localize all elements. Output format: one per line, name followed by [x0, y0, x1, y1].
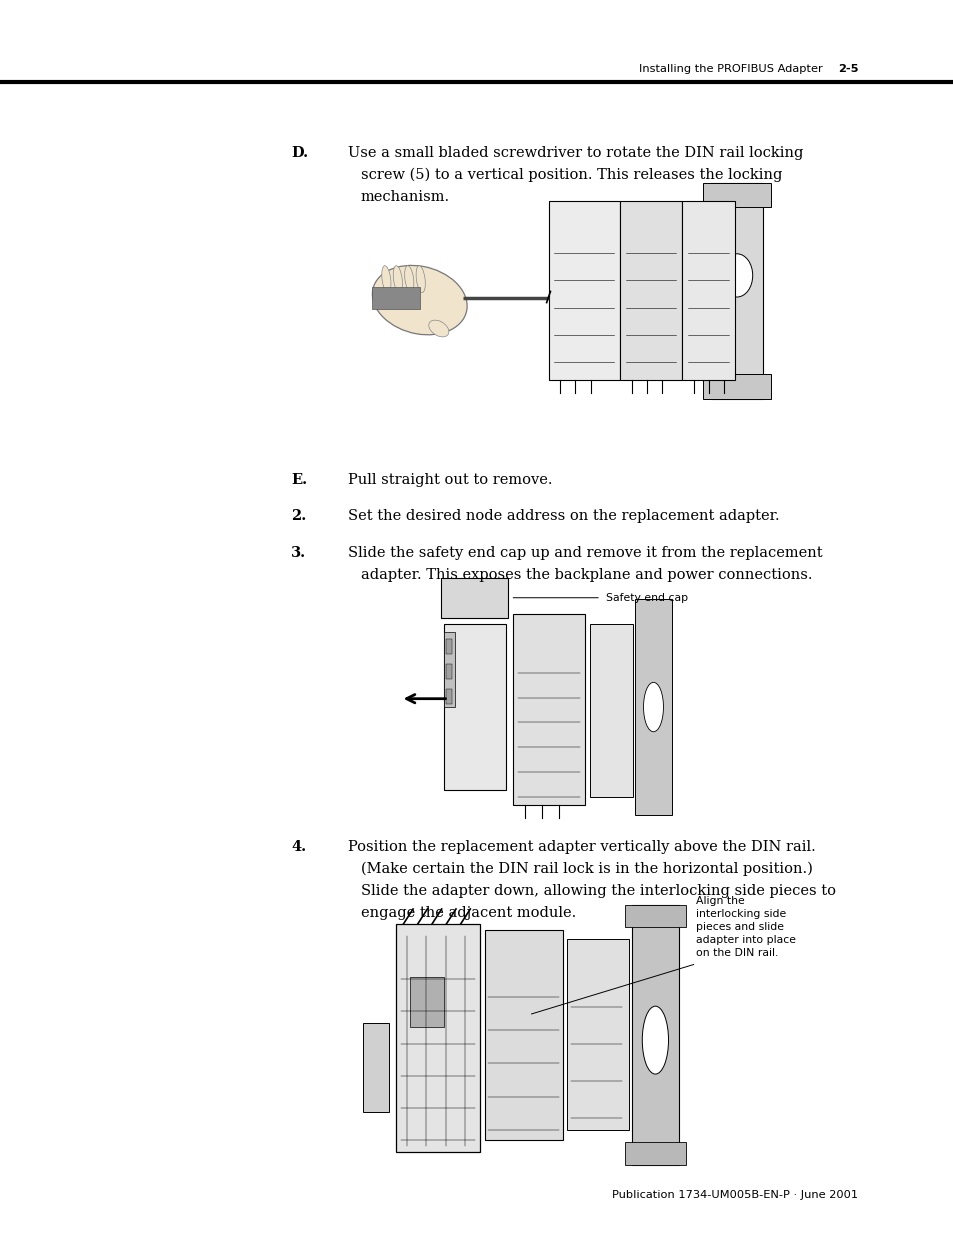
Bar: [445, 640, 452, 655]
Bar: [589, 624, 632, 797]
Bar: [443, 632, 455, 706]
Bar: [624, 1142, 685, 1165]
Text: Position the replacement adapter vertically above the DIN rail.: Position the replacement adapter vertica…: [348, 840, 815, 853]
Ellipse shape: [416, 266, 425, 293]
Bar: [445, 664, 452, 679]
Ellipse shape: [428, 320, 449, 337]
Text: Publication 1734-UM005B-EN-P · June 2001: Publication 1734-UM005B-EN-P · June 2001: [612, 1191, 858, 1200]
Bar: [635, 599, 671, 815]
Bar: [484, 930, 562, 1140]
Text: adapter. This exposes the backplane and power connections.: adapter. This exposes the backplane and …: [360, 568, 811, 582]
Text: Align the
interlocking side
pieces and slide
adapter into place
on the DIN rail.: Align the interlocking side pieces and s…: [696, 895, 796, 958]
Ellipse shape: [720, 254, 752, 296]
Text: 2.: 2.: [291, 509, 306, 522]
Text: (Make certain the DIN rail lock is in the horizontal position.): (Make certain the DIN rail lock is in th…: [360, 862, 812, 877]
Bar: [395, 924, 479, 1152]
Bar: [410, 977, 443, 1026]
Bar: [443, 624, 505, 790]
Bar: [631, 905, 679, 1165]
Text: Use a small bladed screwdriver to rotate the DIN rail locking: Use a small bladed screwdriver to rotate…: [348, 146, 802, 159]
Text: 4.: 4.: [291, 840, 306, 853]
Bar: [566, 939, 628, 1130]
Bar: [445, 689, 452, 704]
Ellipse shape: [641, 1007, 668, 1074]
Text: Pull straight out to remove.: Pull straight out to remove.: [348, 473, 552, 487]
Text: E.: E.: [291, 473, 307, 487]
Ellipse shape: [372, 266, 467, 335]
Bar: [548, 201, 619, 380]
Ellipse shape: [404, 266, 414, 293]
Text: screw (5) to a vertical position. This releases the locking: screw (5) to a vertical position. This r…: [360, 168, 781, 183]
Text: Safety end cap: Safety end cap: [605, 593, 687, 603]
Bar: [440, 578, 508, 618]
Text: engage the adjacent module.: engage the adjacent module.: [360, 906, 576, 920]
Bar: [513, 614, 584, 805]
Bar: [624, 905, 685, 927]
Bar: [362, 1023, 389, 1112]
Bar: [681, 201, 734, 380]
Text: Installing the PROFIBUS Adapter: Installing the PROFIBUS Adapter: [638, 64, 821, 74]
Text: Slide the safety end cap up and remove it from the replacement: Slide the safety end cap up and remove i…: [348, 546, 822, 559]
Ellipse shape: [643, 682, 662, 731]
Text: Slide the adapter down, allowing the interlocking side pieces to: Slide the adapter down, allowing the int…: [360, 884, 835, 898]
Text: mechanism.: mechanism.: [360, 190, 449, 204]
Ellipse shape: [393, 266, 402, 293]
Bar: [702, 183, 770, 207]
Bar: [702, 374, 770, 399]
Text: 2-5: 2-5: [838, 64, 858, 74]
Bar: [619, 201, 681, 380]
Text: D.: D.: [291, 146, 308, 159]
Text: Set the desired node address on the replacement adapter.: Set the desired node address on the repl…: [348, 509, 779, 522]
Ellipse shape: [381, 266, 391, 293]
Bar: [710, 183, 762, 399]
Bar: [372, 287, 419, 309]
Text: 3.: 3.: [291, 546, 306, 559]
